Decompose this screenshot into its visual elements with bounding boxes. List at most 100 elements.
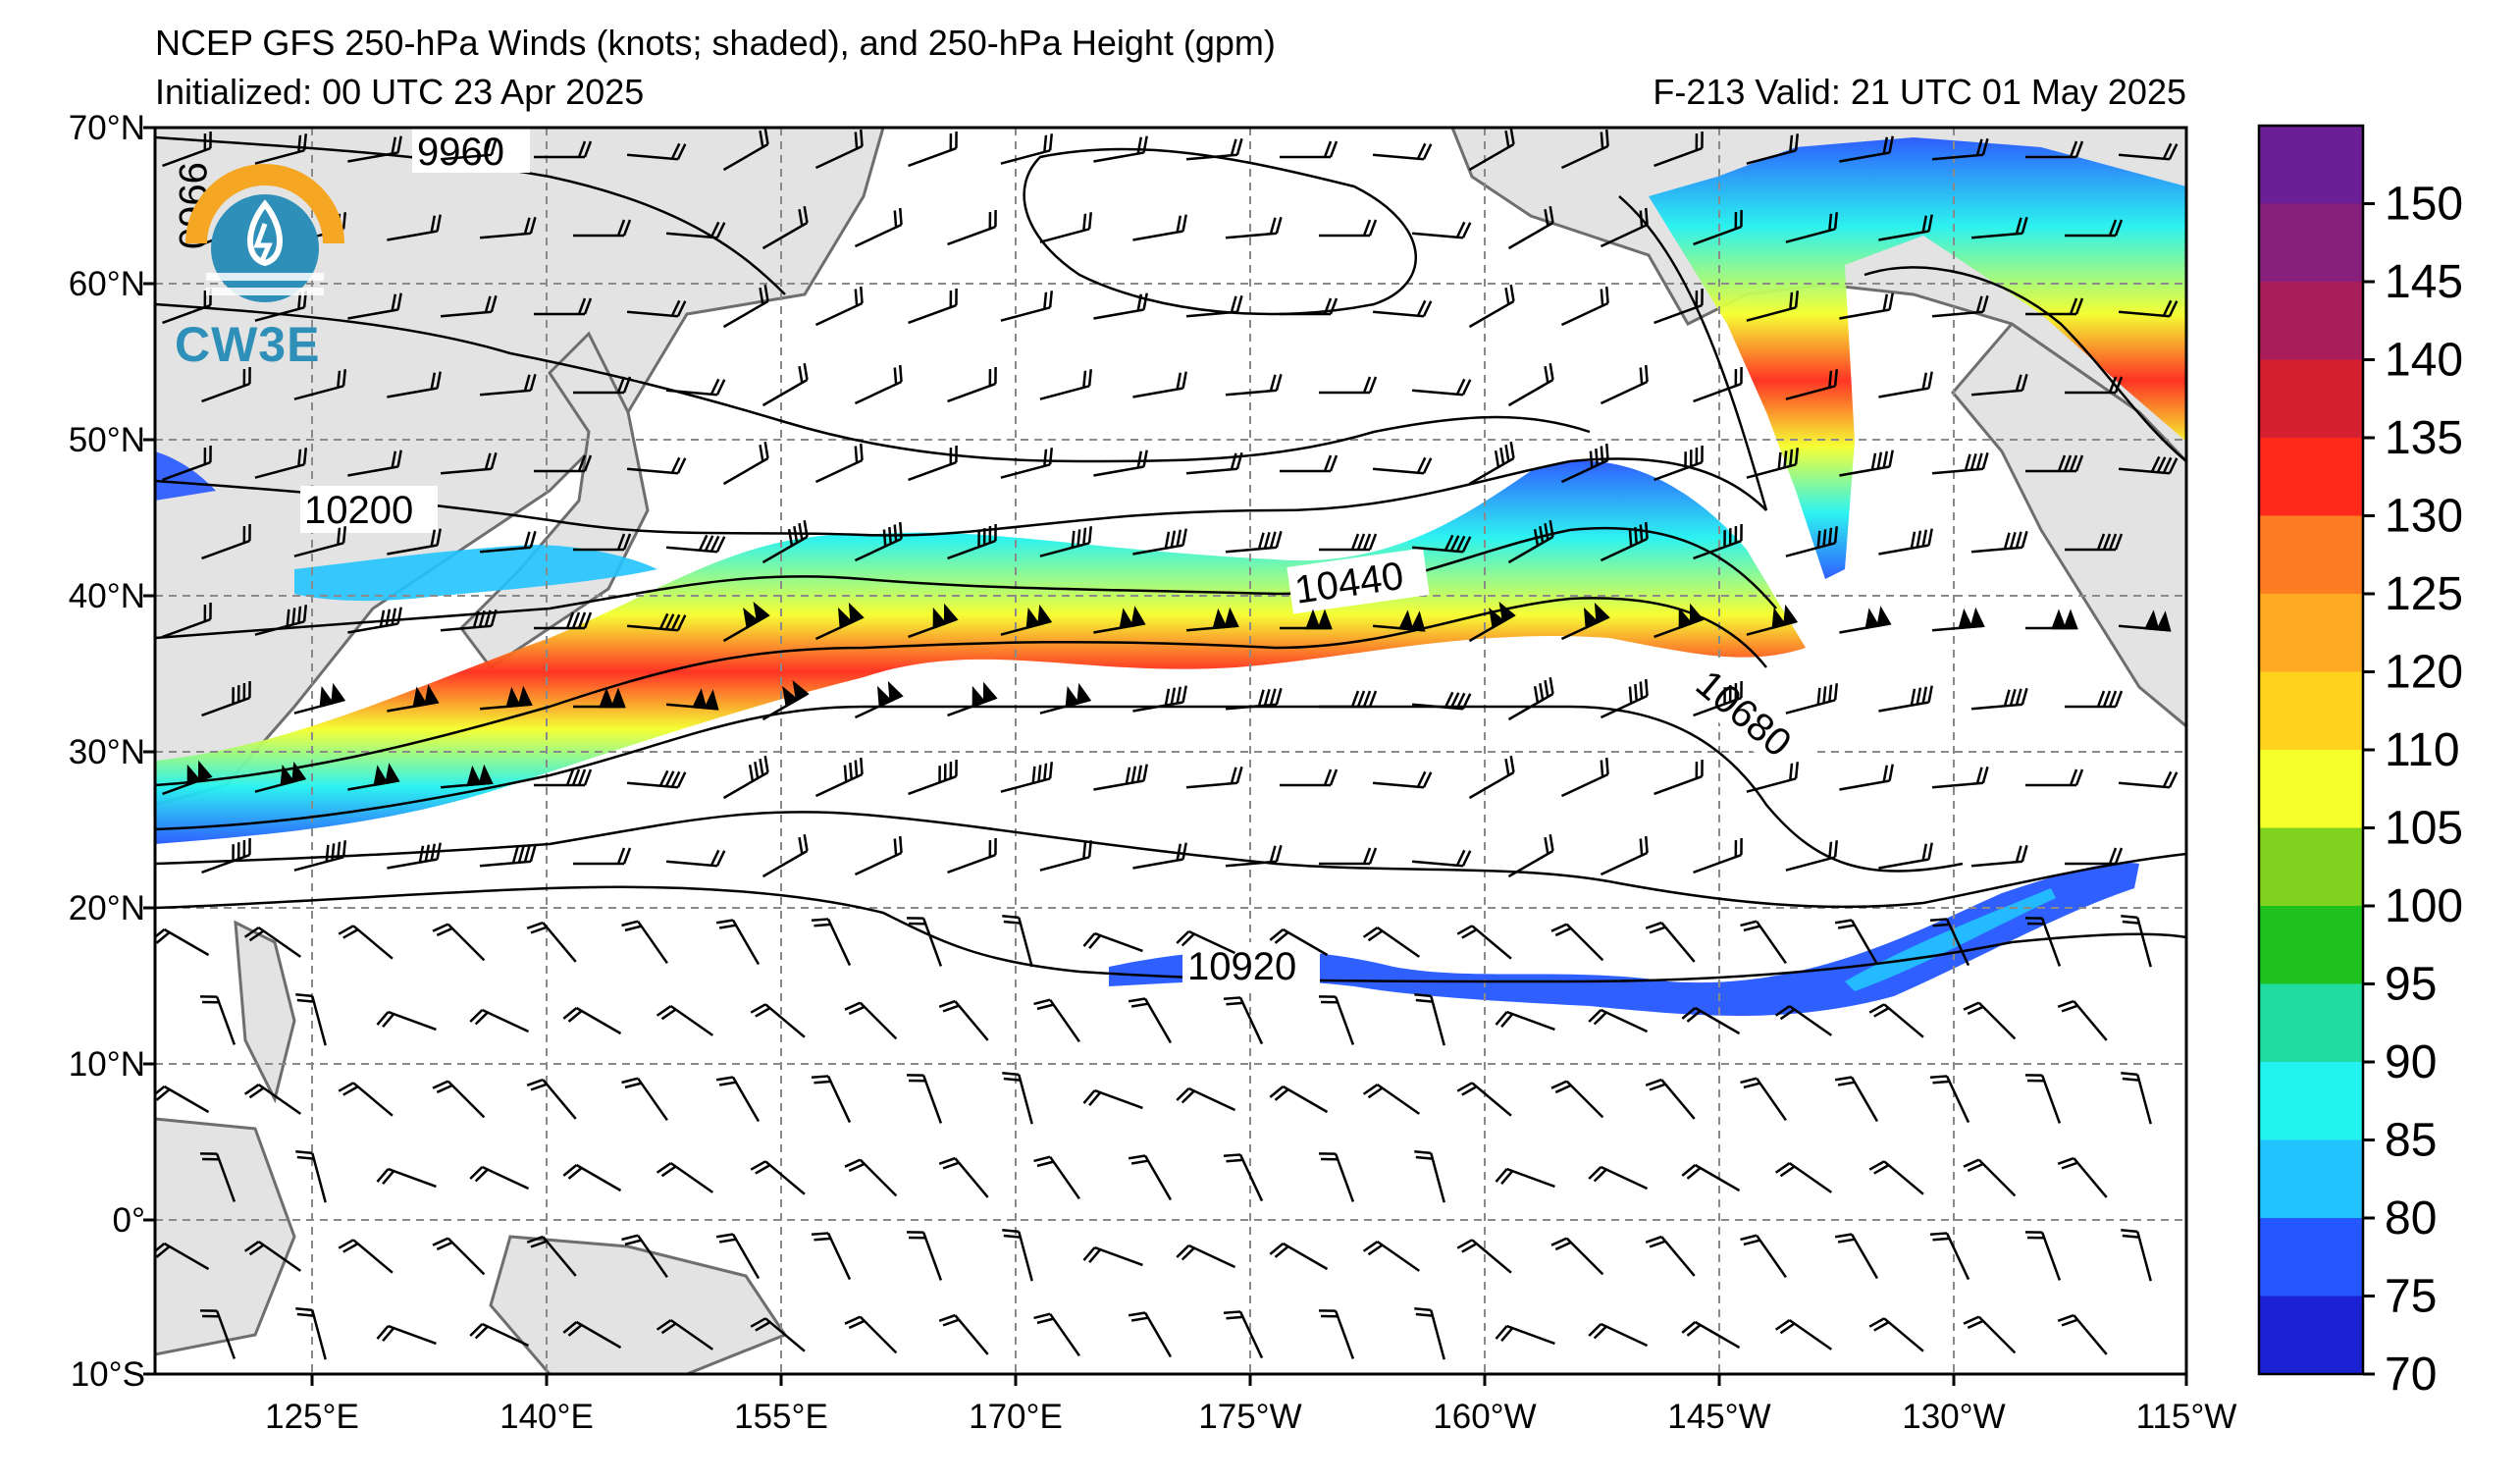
contour-alaska-ridge (1618, 195, 1768, 511)
colorbar-label: 70 (2385, 1349, 2437, 1401)
wind-barb (665, 849, 726, 868)
wind-barb (1093, 135, 1148, 163)
colorbar-label: 100 (2385, 880, 2463, 932)
cw3e-logo-icon (185, 164, 344, 302)
colorbar-swatch (2259, 594, 2363, 672)
contour-labels: 9960 10200 10440 10680 10920 9960 (171, 128, 1819, 989)
wind-barb (1468, 128, 1515, 172)
contour-9960 (155, 135, 786, 295)
wind-barb (1002, 1071, 1033, 1125)
wind-barb (761, 680, 810, 721)
wind-barb (162, 446, 212, 482)
wind-barb (656, 1319, 714, 1351)
wind-barb (1963, 1001, 2017, 1040)
wind-barb (1225, 216, 1283, 239)
wind-barb (1319, 690, 1378, 709)
wind-barb (1128, 1311, 1173, 1358)
wind-barb (1319, 1152, 1355, 1202)
wind-barb (534, 140, 593, 159)
wind-barb (947, 524, 997, 560)
wind-barb (1185, 607, 1239, 632)
wind-barb (1931, 766, 1989, 789)
wind-barb (1834, 1076, 1879, 1123)
wind-barb (2025, 609, 2078, 630)
wind-barb (854, 364, 903, 405)
japan-jet (294, 545, 657, 602)
wind-barb (534, 768, 593, 787)
wind-barb (1468, 755, 1515, 800)
wind-barb (1132, 371, 1187, 398)
wind-barb (1931, 137, 1989, 161)
wind-barb (1411, 534, 1472, 554)
wind-barb (1269, 1242, 1329, 1271)
wind-barb (1185, 294, 1243, 318)
wind-barb (1560, 286, 1609, 327)
colorbar-swatch (2259, 359, 2363, 439)
wind-barb (1654, 760, 1704, 796)
wind-barb (2118, 609, 2172, 632)
lon-label-140e: 140°E (499, 1398, 594, 1436)
contour-10320 (155, 526, 1777, 640)
west-asia-jet (155, 451, 216, 501)
wind-barb (526, 1078, 577, 1120)
wind-barb (201, 681, 251, 717)
wind-barb (1839, 606, 1892, 634)
wind-barb (715, 1233, 761, 1280)
height-contours (155, 135, 2186, 983)
wind-barb (1970, 216, 2028, 239)
wind-barb (562, 1163, 622, 1192)
wind-barb (1039, 212, 1093, 243)
colorbar-label: 120 (2385, 647, 2463, 699)
wind-barb (1280, 140, 1339, 159)
wind-barbs (155, 128, 2179, 1360)
wind-barb (1785, 212, 1839, 243)
wind-barb (1132, 214, 1187, 241)
wind-barb (295, 1306, 327, 1360)
wind-barb (626, 142, 687, 161)
wind-barb (347, 763, 400, 791)
wind-barb (376, 1324, 437, 1346)
wind-barb (1000, 133, 1054, 165)
wind-barb (1411, 221, 1472, 239)
wind-barb (1039, 840, 1093, 872)
wind-barb (201, 838, 251, 874)
colorbar-swatch (2259, 1062, 2363, 1140)
wind-barb (1495, 1167, 1555, 1189)
wind-barb (2065, 847, 2124, 866)
wind-barb (526, 1235, 577, 1277)
wind-barb (201, 367, 251, 403)
wind-barb (162, 760, 213, 796)
wind-barb (534, 454, 593, 473)
lat-label-60n: 60°N (69, 265, 145, 303)
colorbar-swatch (2259, 1139, 2363, 1219)
wind-barb (295, 1149, 327, 1203)
borneo-land (155, 1117, 296, 1356)
wind-barb (1878, 528, 1933, 556)
wind-barb (1411, 691, 1472, 711)
wind-barb (1128, 1154, 1173, 1201)
wind-barb (479, 844, 537, 868)
wind-barb (1681, 1006, 1741, 1035)
wind-barb (2057, 999, 2108, 1041)
wind-barb (665, 221, 726, 239)
wind-barb (750, 1003, 806, 1038)
lat-label-70n: 70°N (69, 109, 145, 147)
wind-barb (1507, 676, 1554, 721)
wind-barb (2118, 299, 2179, 318)
wind-barb (1000, 291, 1054, 322)
wind-barb (1223, 1310, 1264, 1359)
wind-barb (1225, 844, 1283, 868)
wind-barb (155, 927, 210, 957)
wind-barb (1319, 1309, 1355, 1359)
wind-barb (1645, 1235, 1696, 1277)
wind-barb (1456, 1082, 1512, 1117)
wind-barb (1868, 1160, 1924, 1195)
wind-barb (200, 1309, 236, 1359)
contour-10920 (155, 885, 2186, 983)
colorbar-swatch (2259, 203, 2363, 283)
wind-barb (2121, 1228, 2152, 1282)
wind-barb (526, 921, 577, 963)
lat-label-0: 0° (113, 1201, 145, 1240)
wind-barb (1033, 1155, 1080, 1200)
wind-barb (722, 128, 769, 172)
